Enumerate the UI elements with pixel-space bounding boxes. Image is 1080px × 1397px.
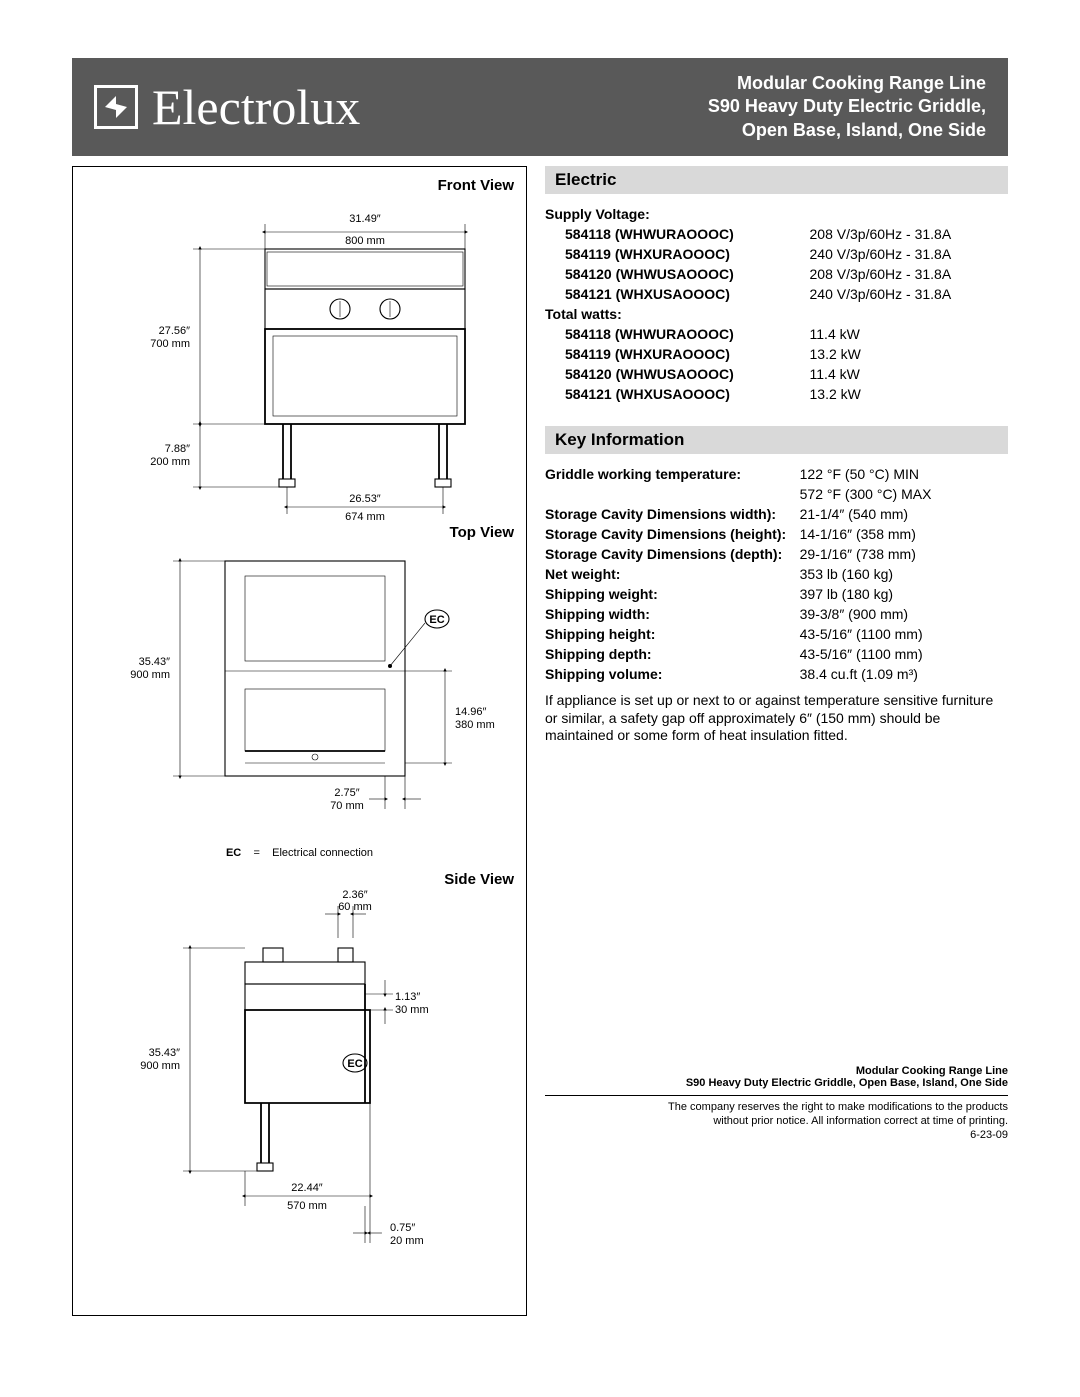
footer-line1: Modular Cooking Range Line bbox=[545, 1065, 1008, 1077]
header-line2: S90 Heavy Duty Electric Griddle, bbox=[708, 95, 986, 118]
supply-row-val: 208 V/3p/60Hz - 31.8A bbox=[810, 224, 1008, 244]
svg-text:2.36″: 2.36″ bbox=[342, 889, 367, 901]
supply-row-model: 584121 (WHXUSAOOOC) bbox=[545, 284, 810, 304]
ki-val: 353 lb (160 kg) bbox=[800, 564, 1008, 584]
svg-text:700 mm: 700 mm bbox=[150, 338, 190, 350]
ki-val: 43-5/16″ (1100 mm) bbox=[800, 644, 1008, 664]
svg-text:2.75″: 2.75″ bbox=[334, 787, 359, 799]
brand-name: Electrolux bbox=[152, 78, 360, 136]
ki-val: 14-1/16″ (358 mm) bbox=[800, 524, 1008, 544]
svg-text:EC: EC bbox=[347, 1058, 362, 1070]
svg-text:7.88″: 7.88″ bbox=[164, 443, 189, 455]
key-info-table: Griddle working temperature:122 °F (50 °… bbox=[545, 464, 1008, 684]
brand-logo-icon bbox=[94, 85, 138, 129]
svg-text:900 mm: 900 mm bbox=[130, 669, 170, 681]
svg-text:800 mm: 800 mm bbox=[345, 235, 385, 247]
watts-row-model: 584120 (WHWUSAOOOC) bbox=[545, 364, 810, 384]
footer-date: 6-23-09 bbox=[545, 1128, 1008, 1142]
svg-text:35.43″: 35.43″ bbox=[148, 1047, 180, 1059]
svg-text:70 mm: 70 mm bbox=[330, 800, 364, 812]
watts-row-model: 584121 (WHXUSAOOOC) bbox=[545, 384, 810, 404]
supply-row-model: 584120 (WHWUSAOOOC) bbox=[545, 264, 810, 284]
ki-val: 21-1/4″ (540 mm) bbox=[800, 504, 1008, 524]
ki-label: Storage Cavity Dimensions (depth): bbox=[545, 544, 800, 564]
ki-label: Net weight: bbox=[545, 564, 800, 584]
ki-label: Shipping height: bbox=[545, 624, 800, 644]
ki-val: 122 °F (50 °C) MIN bbox=[800, 464, 1008, 484]
ki-label: Shipping weight: bbox=[545, 584, 800, 604]
watts-row-val: 13.2 kW bbox=[810, 384, 1008, 404]
legend-eq: = bbox=[253, 847, 259, 859]
svg-text:EC: EC bbox=[429, 614, 444, 626]
footer-line2: S90 Heavy Duty Electric Griddle, Open Ba… bbox=[545, 1077, 1008, 1089]
front-view-diagram: 31.49″ 800 mm bbox=[81, 194, 518, 524]
svg-text:26.53″: 26.53″ bbox=[349, 493, 381, 505]
ki-label: Storage Cavity Dimensions (height): bbox=[545, 524, 800, 544]
spec-column: Electric Supply Voltage: 584118 (WHWURAO… bbox=[545, 166, 1008, 1316]
ec-legend: EC = Electrical connection bbox=[81, 847, 518, 859]
ki-label: Shipping width: bbox=[545, 604, 800, 624]
ki-label: Shipping depth: bbox=[545, 644, 800, 664]
svg-text:20 mm: 20 mm bbox=[390, 1235, 424, 1247]
svg-text:22.44″: 22.44″ bbox=[291, 1182, 323, 1194]
svg-text:30 mm: 30 mm bbox=[395, 1004, 429, 1016]
header-bar: Electrolux Modular Cooking Range Line S9… bbox=[72, 58, 1008, 156]
key-info-heading: Key Information bbox=[545, 426, 1008, 454]
legend-desc: Electrical connection bbox=[272, 847, 373, 859]
svg-text:14.96″: 14.96″ bbox=[455, 706, 487, 718]
svg-text:31.49″: 31.49″ bbox=[349, 213, 381, 225]
svg-text:200 mm: 200 mm bbox=[150, 456, 190, 468]
watts-row-model: 584119 (WHXURAOOOC) bbox=[545, 344, 810, 364]
svg-text:35.43″: 35.43″ bbox=[138, 656, 170, 668]
supply-row-val: 240 V/3p/60Hz - 31.8A bbox=[810, 284, 1008, 304]
svg-text:60 mm: 60 mm bbox=[338, 901, 372, 913]
svg-text:900 mm: 900 mm bbox=[140, 1060, 180, 1072]
total-watts-label: Total watts: bbox=[545, 304, 1008, 324]
ki-val2: 572 °F (300 °C) MAX bbox=[800, 484, 1008, 504]
top-view-label: Top View bbox=[81, 524, 518, 541]
ki-val: 397 lb (180 kg) bbox=[800, 584, 1008, 604]
footer-disclaimer: The company reserves the right to make m… bbox=[545, 1095, 1008, 1143]
diagram-column: Front View 31.49″ 800 mm bbox=[72, 166, 527, 1316]
top-view-diagram: EC 35.43″ 900 mm 14.96″ 380 mm bbox=[81, 541, 518, 841]
side-view-diagram: 2.36″ 60 mm EC bbox=[81, 888, 518, 1258]
electric-heading: Electric bbox=[545, 166, 1008, 194]
ki-label: Storage Cavity Dimensions width): bbox=[545, 504, 800, 524]
supply-voltage-label: Supply Voltage: bbox=[545, 204, 1008, 224]
front-view-label: Front View bbox=[81, 177, 518, 194]
svg-text:1.13″: 1.13″ bbox=[395, 991, 420, 1003]
supply-row-model: 584118 (WHWURAOOOC) bbox=[545, 224, 810, 244]
disclaimer-line1: The company reserves the right to make m… bbox=[545, 1100, 1008, 1114]
ki-val: 39-3/8″ (900 mm) bbox=[800, 604, 1008, 624]
brand: Electrolux bbox=[94, 78, 360, 136]
ki-val: 43-5/16″ (1100 mm) bbox=[800, 624, 1008, 644]
supply-row-val: 208 V/3p/60Hz - 31.8A bbox=[810, 264, 1008, 284]
ki-label: Shipping volume: bbox=[545, 664, 800, 684]
watts-row-val: 11.4 kW bbox=[810, 364, 1008, 384]
watts-row-val: 13.2 kW bbox=[810, 344, 1008, 364]
header-line1: Modular Cooking Range Line bbox=[708, 72, 986, 95]
watts-row-model: 584118 (WHWURAOOOC) bbox=[545, 324, 810, 344]
svg-text:380 mm: 380 mm bbox=[455, 719, 495, 731]
header-title: Modular Cooking Range Line S90 Heavy Dut… bbox=[708, 72, 986, 142]
safety-note: If appliance is set up or next to or aga… bbox=[545, 692, 1008, 745]
svg-text:0.75″: 0.75″ bbox=[390, 1222, 415, 1234]
watts-row-val: 11.4 kW bbox=[810, 324, 1008, 344]
ki-val: 38.4 cu.ft (1.09 m³) bbox=[800, 664, 1008, 684]
svg-text:27.56″: 27.56″ bbox=[158, 325, 190, 337]
svg-text:570 mm: 570 mm bbox=[287, 1200, 327, 1212]
ki-label: Griddle working temperature: bbox=[545, 464, 800, 484]
supply-row-val: 240 V/3p/60Hz - 31.8A bbox=[810, 244, 1008, 264]
header-line3: Open Base, Island, One Side bbox=[708, 119, 986, 142]
supply-row-model: 584119 (WHXURAOOOC) bbox=[545, 244, 810, 264]
side-view-label: Side View bbox=[81, 871, 518, 888]
electric-table: Supply Voltage: 584118 (WHWURAOOOC)208 V… bbox=[545, 204, 1008, 404]
content: Front View 31.49″ 800 mm bbox=[72, 166, 1008, 1316]
ki-val: 29-1/16″ (738 mm) bbox=[800, 544, 1008, 564]
svg-text:674 mm: 674 mm bbox=[345, 511, 385, 523]
disclaimer-line2: without prior notice. All information co… bbox=[545, 1114, 1008, 1128]
legend-code: EC bbox=[226, 847, 241, 859]
footer-block: Modular Cooking Range Line S90 Heavy Dut… bbox=[545, 1065, 1008, 1143]
